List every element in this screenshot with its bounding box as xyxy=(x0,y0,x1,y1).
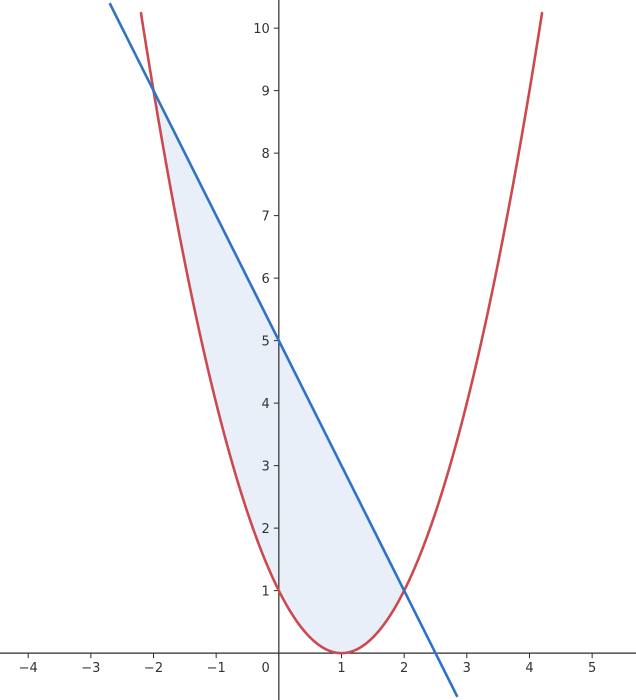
y-tick-label: 2 xyxy=(262,522,270,537)
x-tick-label: 3 xyxy=(463,661,471,676)
x-tick-label: −1 xyxy=(207,661,226,676)
origin-label: 0 xyxy=(262,661,270,676)
y-tick-label: 1 xyxy=(262,585,270,600)
y-tick-label: 8 xyxy=(262,147,270,162)
parabola-curve xyxy=(139,11,544,655)
y-tick-label: 10 xyxy=(253,22,270,37)
x-axis-ticks: −4 −3 −2 −1 1 2 3 4 5 xyxy=(19,653,596,676)
x-tick-label: 2 xyxy=(400,661,408,676)
y-tick-label: 7 xyxy=(262,210,270,225)
y-tick-label: 4 xyxy=(262,397,270,412)
y-axis-ticks: 1 2 3 4 5 6 7 8 9 10 xyxy=(253,22,279,600)
x-tick-label: −2 xyxy=(144,661,163,676)
x-tick-label: −3 xyxy=(81,661,100,676)
y-tick-label: 9 xyxy=(262,85,270,100)
x-tick-label: −4 xyxy=(19,661,38,676)
x-tick-label: 1 xyxy=(337,661,345,676)
x-tick-label: 4 xyxy=(525,661,533,676)
y-tick-label: 6 xyxy=(262,272,270,287)
y-tick-label: 5 xyxy=(262,335,270,350)
x-tick-label: 5 xyxy=(588,661,596,676)
y-tick-label: 3 xyxy=(262,460,270,475)
straight-line xyxy=(108,2,459,698)
